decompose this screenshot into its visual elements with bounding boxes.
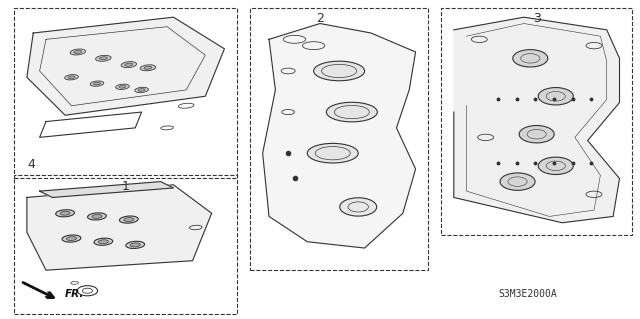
Ellipse shape	[126, 241, 145, 249]
Ellipse shape	[340, 198, 377, 216]
Ellipse shape	[56, 210, 74, 217]
Text: 3: 3	[532, 12, 541, 26]
Ellipse shape	[326, 102, 378, 122]
Ellipse shape	[95, 55, 111, 61]
Bar	[14, 175, 237, 315]
Text: 2: 2	[316, 12, 324, 26]
Ellipse shape	[99, 57, 108, 60]
Ellipse shape	[125, 63, 133, 66]
Ellipse shape	[144, 66, 152, 69]
Ellipse shape	[99, 240, 108, 244]
Ellipse shape	[94, 238, 113, 245]
Ellipse shape	[513, 50, 548, 67]
Ellipse shape	[74, 50, 82, 54]
Ellipse shape	[538, 157, 573, 174]
Ellipse shape	[60, 211, 70, 215]
Polygon shape	[27, 17, 225, 115]
Ellipse shape	[90, 81, 104, 86]
Ellipse shape	[68, 76, 75, 78]
Polygon shape	[454, 17, 620, 223]
Ellipse shape	[138, 89, 145, 91]
Ellipse shape	[314, 61, 365, 81]
Ellipse shape	[62, 235, 81, 242]
Polygon shape	[40, 182, 173, 197]
Text: 1: 1	[122, 180, 129, 193]
Polygon shape	[27, 185, 212, 270]
Ellipse shape	[140, 65, 156, 71]
Ellipse shape	[116, 84, 129, 89]
Ellipse shape	[135, 87, 148, 93]
Bar	[250, 8, 428, 270]
Ellipse shape	[538, 87, 573, 105]
Text: S3M3E2000A: S3M3E2000A	[499, 289, 557, 299]
Ellipse shape	[119, 85, 126, 88]
Ellipse shape	[65, 75, 78, 80]
Bar	[14, 8, 237, 178]
Ellipse shape	[519, 125, 554, 143]
Polygon shape	[262, 24, 415, 248]
Ellipse shape	[121, 62, 136, 68]
Text: FR.: FR.	[65, 289, 84, 299]
Ellipse shape	[500, 173, 535, 190]
Ellipse shape	[67, 237, 77, 241]
Ellipse shape	[307, 143, 358, 163]
Ellipse shape	[120, 216, 138, 223]
Bar	[441, 8, 632, 235]
Ellipse shape	[130, 243, 140, 247]
Ellipse shape	[93, 82, 100, 85]
Ellipse shape	[88, 213, 106, 220]
Ellipse shape	[124, 218, 134, 221]
Text: 4: 4	[27, 158, 35, 171]
Ellipse shape	[70, 49, 86, 55]
Ellipse shape	[92, 214, 102, 219]
